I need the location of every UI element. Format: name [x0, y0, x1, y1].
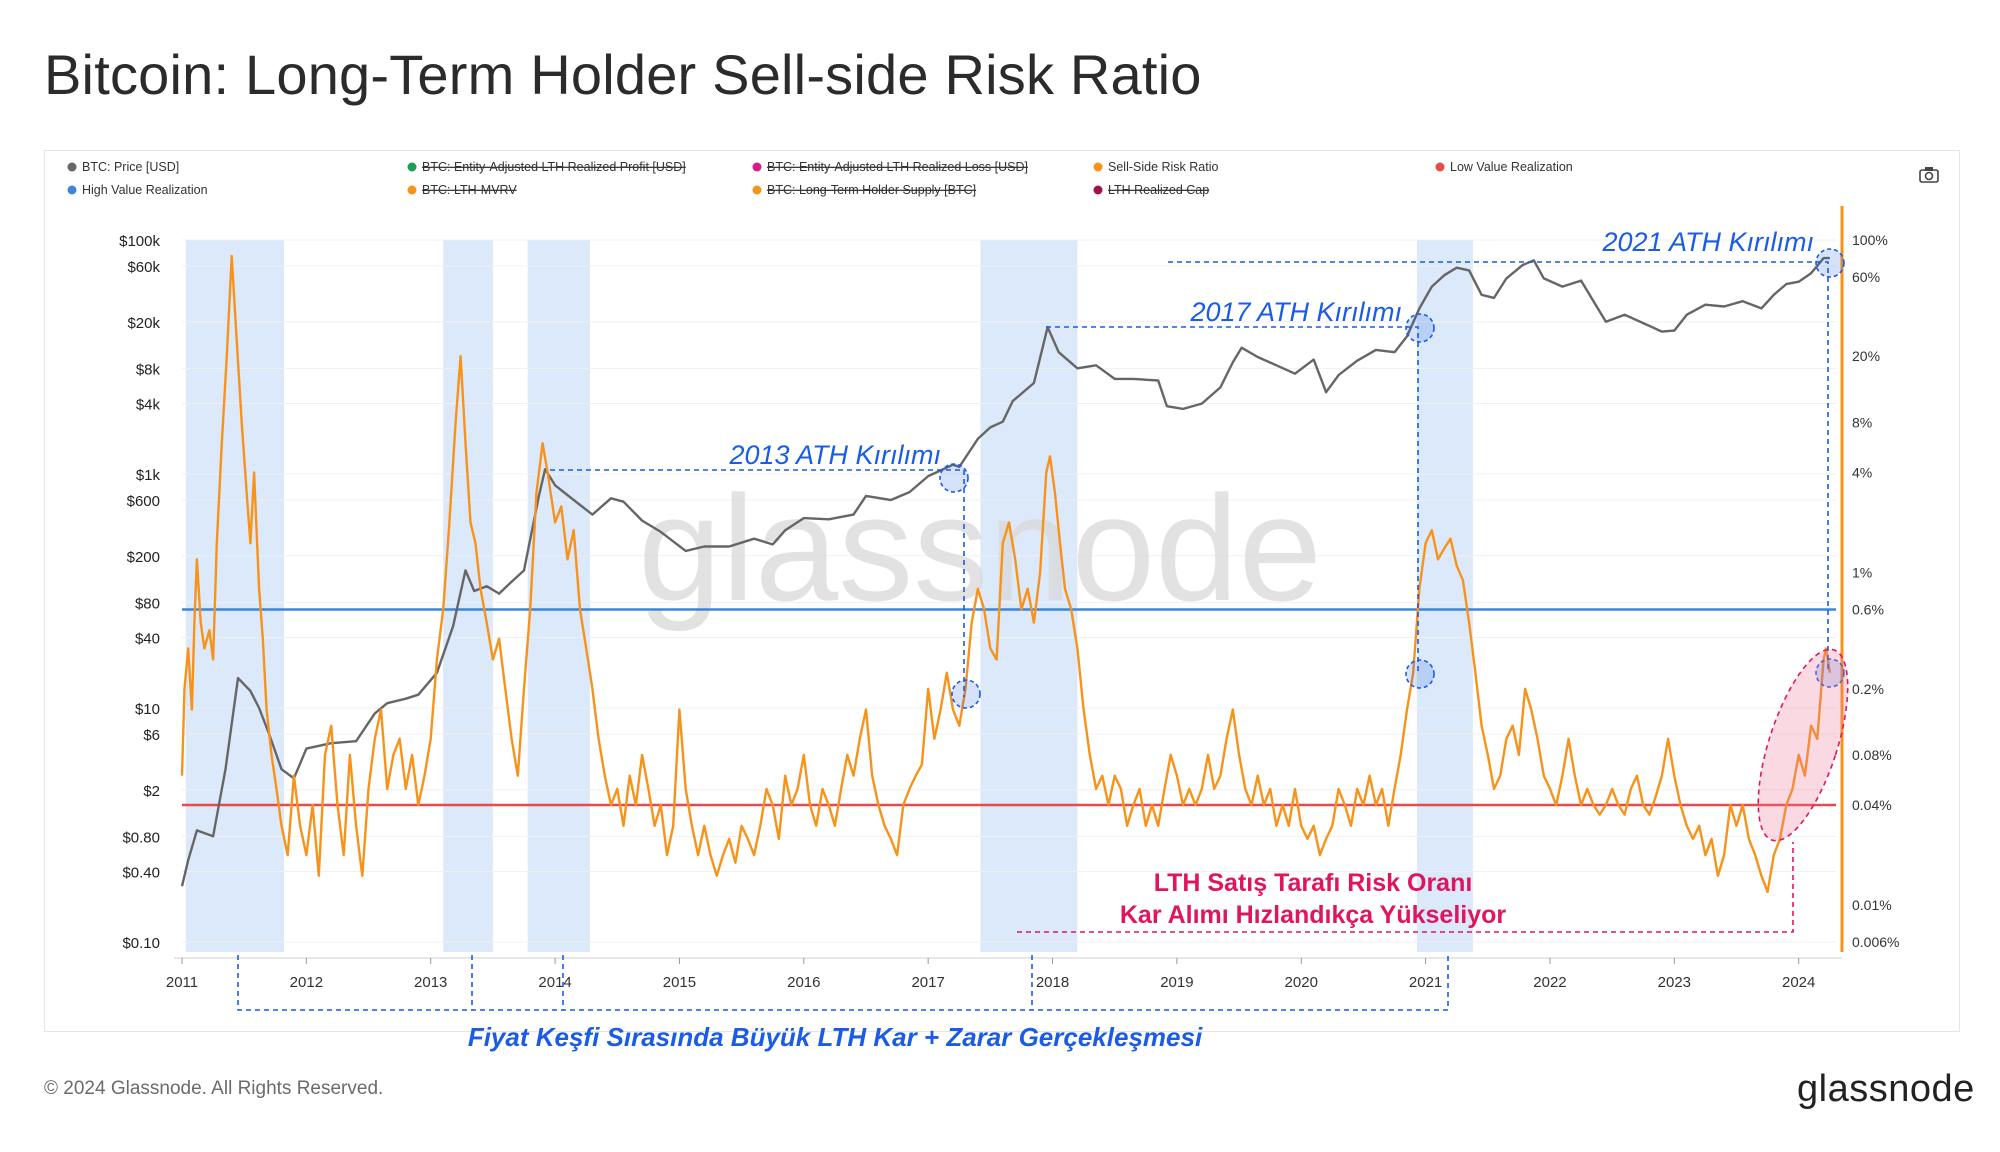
x-tick-label-10: 2021 — [1409, 974, 1442, 991]
left-tick-label-0: $0.10 — [122, 935, 160, 952]
x-tick-label-1: 2012 — [290, 974, 323, 991]
right-tick-label-5: 0.6% — [1852, 601, 1884, 617]
camera-icon-top — [1925, 167, 1933, 171]
ath-2013-risk-marker — [951, 679, 981, 709]
camera-icon[interactable] — [1919, 167, 1939, 183]
x-tick-label-5: 2016 — [787, 974, 820, 991]
right-tick-label-10: 60% — [1852, 269, 1880, 285]
ath-2021-guide — [1168, 261, 1829, 672]
ath-2017-guide — [1046, 326, 1419, 674]
legend-dot-1 — [407, 162, 417, 172]
lth-annotation-line1: LTH Satış Tarafı Risk Oranı — [1154, 869, 1473, 897]
legend-dot-8 — [1093, 185, 1103, 195]
left-tick-label-4: $6 — [143, 727, 160, 744]
left-tick-label-12: $8k — [136, 361, 161, 378]
x-tick-label-4: 2015 — [663, 974, 696, 991]
lth-highlight-ellipse — [1757, 648, 1849, 842]
ath-2017-label: 2017 ATH Kırılımı — [1189, 297, 1402, 327]
left-tick-label-11: $4k — [136, 397, 161, 414]
watermark-text: glassnode — [638, 464, 1322, 632]
right-tick-label-3: 0.08% — [1852, 747, 1892, 763]
right-tick-label-7: 4% — [1852, 464, 1872, 480]
legend-label-6: BTC: LTH-MVRV — [422, 183, 517, 197]
legend-label-2: BTC: Entity-Adjusted LTH Realized Loss [… — [767, 160, 1028, 174]
legend-dot-5 — [67, 185, 77, 195]
footer-copyright: © 2024 Glassnode. All Rights Reserved. — [44, 1078, 384, 1099]
ath-2021-risk-marker — [1815, 658, 1845, 688]
chart-frame — [44, 150, 1960, 1032]
left-tick-label-6: $40 — [135, 631, 160, 648]
lth-annotation-line2: Kar Alımı Hızlandıkça Yükseliyor — [1120, 901, 1507, 929]
legend-label-0: BTC: Price [USD] — [82, 160, 179, 174]
page-title: Bitcoin: Long-Term Holder Sell-side Risk… — [44, 43, 1202, 106]
legend-dot-4 — [1435, 162, 1445, 172]
right-tick-label-0: 0.006% — [1852, 934, 1899, 950]
cycle-band-0 — [185, 240, 284, 952]
right-tick-label-6: 1% — [1852, 565, 1872, 581]
ath-2013-guide — [550, 469, 965, 697]
legend-label-3: Sell-Side Risk Ratio — [1108, 160, 1219, 174]
x-tick-label-3: 2014 — [538, 974, 571, 991]
x-tick-label-6: 2017 — [911, 974, 944, 991]
legend-label-5: High Value Realization — [82, 183, 208, 197]
footer-logo: glassnode — [1797, 1068, 1975, 1110]
right-tick-label-2: 0.04% — [1852, 797, 1892, 813]
ath-2013-price-marker — [939, 463, 969, 493]
right-tick-label-4: 0.2% — [1852, 681, 1884, 697]
x-tick-label-9: 2020 — [1285, 974, 1318, 991]
x-tick-label-8: 2019 — [1160, 974, 1193, 991]
ath-2013-label: 2013 ATH Kırılımı — [728, 440, 941, 470]
right-tick-label-11: 100% — [1852, 232, 1888, 248]
cycle-band-4 — [1416, 240, 1473, 952]
ath-2017-price-marker — [1405, 313, 1435, 343]
legend-dot-3 — [1093, 162, 1103, 172]
legend-dot-7 — [752, 185, 762, 195]
right-tick-label-8: 8% — [1852, 414, 1872, 430]
left-tick-label-1: $0.40 — [122, 865, 160, 882]
bottom-bracket — [237, 955, 1449, 1011]
left-tick-label-14: $60k — [127, 259, 160, 276]
right-tick-label-9: 20% — [1852, 348, 1880, 364]
ath-2021-price-marker — [1815, 248, 1845, 278]
left-tick-label-9: $600 — [127, 493, 160, 510]
camera-icon-lens — [1924, 171, 1934, 181]
bottom-caption: Fiyat Keşfi Sırasında Büyük LTH Kar + Za… — [468, 1022, 1203, 1052]
x-tick-label-0: 2011 — [166, 974, 198, 991]
legend-dot-6 — [407, 185, 417, 195]
x-tick-label-2: 2013 — [414, 974, 447, 991]
right-tick-label-1: 0.01% — [1852, 897, 1892, 913]
left-tick-label-7: $80 — [135, 595, 160, 612]
left-tick-label-5: $10 — [135, 701, 160, 718]
left-tick-label-10: $1k — [136, 467, 161, 484]
legend-dot-2 — [752, 162, 762, 172]
cycle-band-2 — [527, 240, 590, 952]
x-tick-label-13: 2024 — [1782, 974, 1815, 991]
ath-2021-label: 2021 ATH Kırılımı — [1601, 227, 1814, 257]
legend-label-4: Low Value Realization — [1450, 160, 1573, 174]
left-tick-label-13: $20k — [127, 315, 160, 332]
legend-label-1: BTC: Entity-Adjusted LTH Realized Profit… — [422, 160, 686, 174]
x-tick-label-7: 2018 — [1036, 974, 1069, 991]
risk-ratio-series-line — [180, 254, 1831, 894]
left-tick-label-3: $2 — [143, 783, 160, 800]
left-tick-label-2: $0.80 — [122, 829, 160, 846]
x-tick-label-12: 2023 — [1658, 974, 1691, 991]
ath-2017-risk-marker — [1405, 659, 1435, 689]
legend-label-8: LTH Realized Cap — [1108, 183, 1209, 197]
legend-label-7: BTC: Long-Term Holder Supply [BTC] — [767, 183, 976, 197]
x-tick-label-11: 2022 — [1533, 974, 1566, 991]
lth-highlight-guide — [1017, 842, 1794, 933]
cycle-band-1 — [443, 240, 493, 952]
legend-dot-0 — [67, 162, 77, 172]
left-tick-label-8: $200 — [127, 549, 160, 566]
left-tick-label-15: $100k — [119, 233, 160, 250]
